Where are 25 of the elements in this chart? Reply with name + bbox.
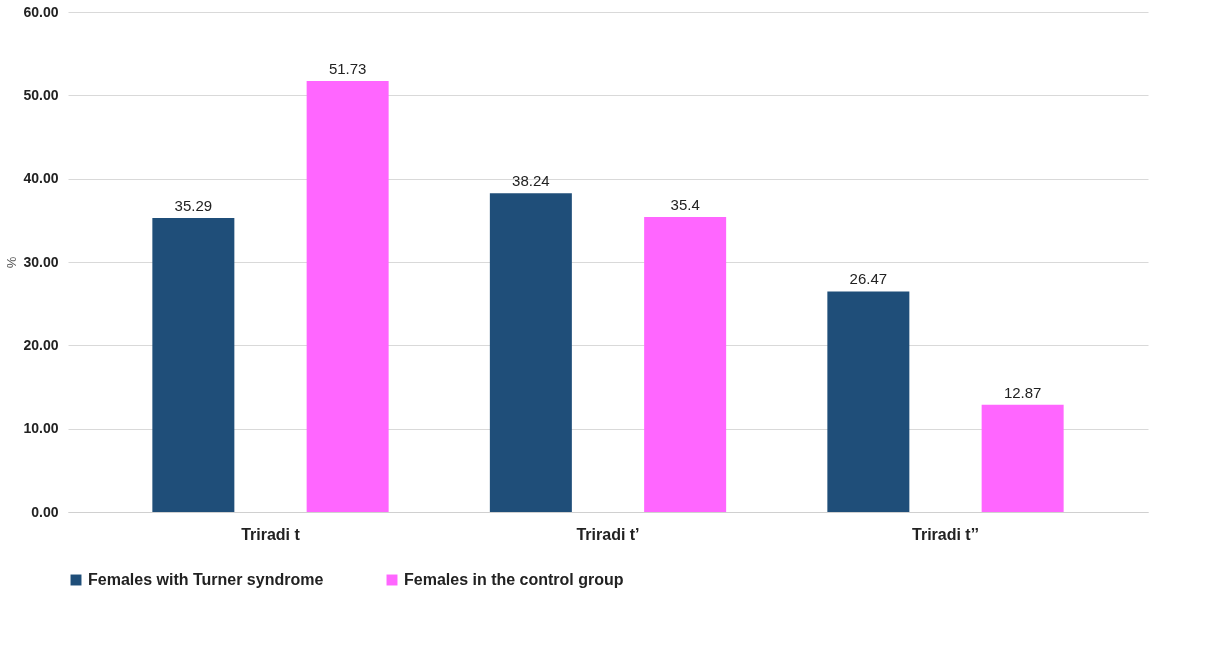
y-tick-label: 40.00 <box>23 170 59 187</box>
data-label: 12.87 <box>1003 383 1042 401</box>
y-tick-label: 50.00 <box>23 86 59 103</box>
data-label: 35.29 <box>174 196 213 214</box>
data-label: 26.47 <box>849 270 888 288</box>
bar <box>827 291 910 512</box>
y-tick-label: 0.00 <box>31 503 59 520</box>
bar <box>306 80 389 512</box>
x-tick-label: Triradi t <box>241 525 301 543</box>
bar <box>644 217 727 512</box>
y-tick-label: 60.00 <box>23 3 59 20</box>
data-label: 51.73 <box>328 59 367 77</box>
y-tick-label: 30.00 <box>23 253 59 270</box>
legend-label: Females with Turner syndrome <box>88 571 324 588</box>
x-tick-label: Triradi t’ <box>576 525 640 543</box>
data-label: 35.4 <box>670 196 700 213</box>
y-tick-label: 10.00 <box>23 420 59 437</box>
data-label: 38.24 <box>512 172 550 190</box>
x-tick-label: Triradi t’’ <box>912 525 979 543</box>
legend-label: Females in the control group <box>404 571 624 588</box>
y-tick-label: 20.00 <box>23 336 59 353</box>
bar <box>981 404 1064 512</box>
bar <box>152 217 235 512</box>
y-axis-title: % <box>4 256 20 269</box>
bar <box>489 193 572 512</box>
